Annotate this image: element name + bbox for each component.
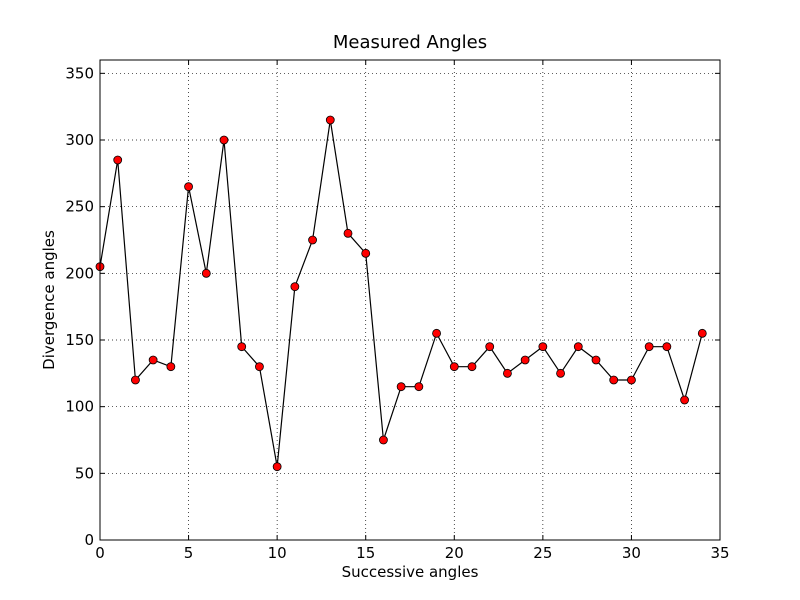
y-tick-label: 350: [65, 64, 94, 82]
data-point: [467, 362, 477, 372]
data-point: [627, 375, 636, 385]
data-point: [680, 395, 689, 405]
data-point: [184, 182, 193, 192]
y-tick-label: 100: [65, 398, 94, 416]
data-point: [520, 355, 530, 365]
y-tick-label: 250: [65, 198, 94, 216]
data-point: [343, 228, 353, 238]
data-point: [272, 462, 282, 472]
plot-frame: [99, 59, 721, 541]
x-tick-label: 5: [184, 544, 194, 562]
x-tick-label: 0: [95, 544, 105, 562]
x-tick-label: 10: [268, 544, 287, 562]
data-point: [432, 328, 441, 338]
y-axis-label: Divergence angles: [40, 230, 58, 370]
data-point: [201, 268, 211, 278]
data-point: [379, 435, 388, 445]
data-point: [148, 355, 158, 365]
x-tick-label: 20: [445, 544, 464, 562]
x-tick-label: 15: [356, 544, 375, 562]
data-point: [361, 248, 371, 258]
data-point: [131, 375, 140, 385]
x-axis-ticks: 0 5 10 15 20 25 30 35: [95, 60, 730, 562]
x-axis-label: Successive angles: [342, 563, 479, 581]
series-line: [99, 119, 703, 467]
data-point: [697, 328, 707, 338]
data-point: [325, 115, 335, 125]
data-point: [591, 355, 601, 365]
y-tick-label: 150: [65, 331, 94, 349]
data-point: [237, 342, 247, 352]
y-tick-label: 50: [75, 464, 94, 482]
data-point: [166, 362, 176, 372]
data-point: [308, 235, 317, 245]
data-point: [644, 342, 654, 352]
grid: [100, 60, 720, 540]
data-point: [290, 282, 300, 292]
data-point: [113, 155, 123, 165]
x-tick-label: 30: [622, 544, 641, 562]
y-tick-label: 200: [65, 264, 94, 282]
data-point: [396, 382, 406, 392]
data-point: [255, 362, 264, 372]
data-point: [485, 342, 495, 352]
data-point: [449, 362, 459, 372]
data-point: [414, 382, 424, 392]
data-point: [609, 375, 619, 385]
series-line-layer: [99, 119, 703, 467]
data-point: [503, 368, 512, 378]
y-tick-label: 300: [65, 131, 94, 149]
data-point: [219, 135, 229, 145]
y-tick-label: 0: [84, 531, 94, 549]
x-tick-label: 35: [710, 544, 729, 562]
chart-title: Measured Angles: [333, 32, 487, 53]
data-point: [556, 368, 565, 378]
x-tick-label: 25: [533, 544, 552, 562]
data-point: [573, 342, 583, 352]
series-marker-layer: [95, 115, 707, 472]
data-point: [538, 342, 548, 352]
y-axis-ticks: 0 50 100 150 200 250 300 350: [65, 64, 720, 549]
data-point: [662, 342, 672, 352]
